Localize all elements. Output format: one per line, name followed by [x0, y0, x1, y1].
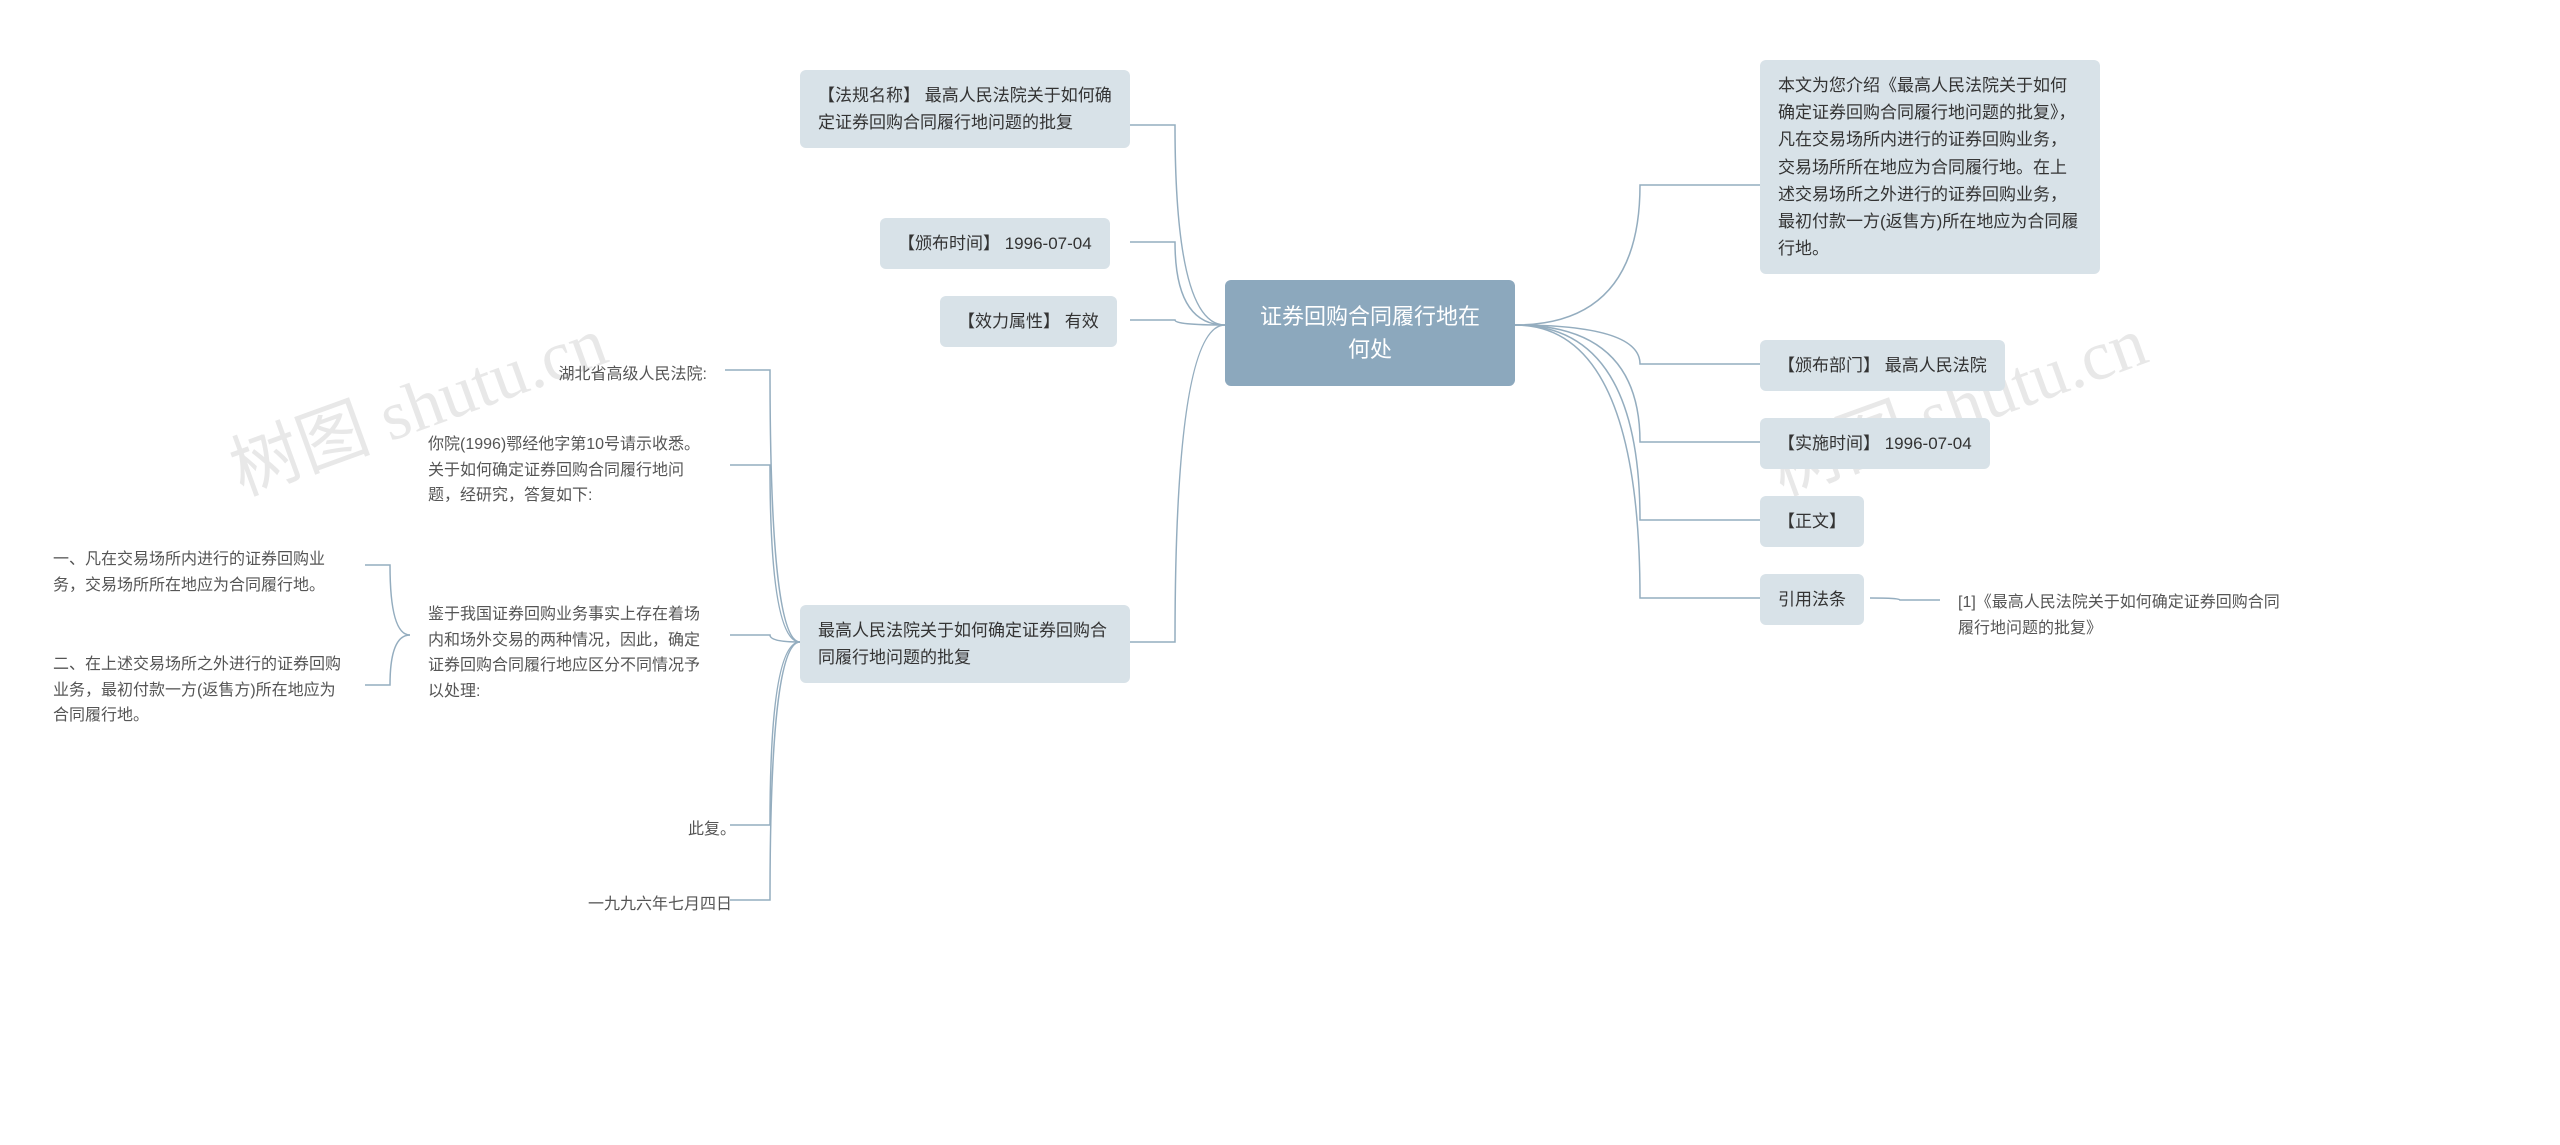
- situation-node: 鉴于我国证券回购业务事实上存在着场内和场外交易的两种情况，因此，确定证券回购合同…: [410, 590, 730, 716]
- dept-node[interactable]: 【颁布部门】 最高人民法院: [1760, 340, 2005, 391]
- reg-name-node[interactable]: 【法规名称】 最高人民法院关于如何确定证券回购合同履行地问题的批复: [800, 70, 1130, 148]
- ack-node: 你院(1996)鄂经他字第10号请示收悉。关于如何确定证券回购合同履行地问题，经…: [410, 420, 730, 521]
- mindmap-container: 树图 shutu.cn 树图 shutu.cn 证券回购合同履行地在何处 本文为…: [0, 0, 2560, 1145]
- intro-node[interactable]: 本文为您介绍《最高人民法院关于如何确定证券回购合同履行地问题的批复》，凡在交易场…: [1760, 60, 2100, 274]
- reply-title-node[interactable]: 最高人民法院关于如何确定证券回购合同履行地问题的批复: [800, 605, 1130, 683]
- watermark-right: 树图 shutu.cn: [1755, 286, 2159, 515]
- main-text-node[interactable]: 【正文】: [1760, 496, 1864, 547]
- closing-node: 此复。: [670, 805, 754, 855]
- para2-node: 二、在上述交易场所之外进行的证券回购业务，最初付款一方(返售方)所在地应为合同履…: [35, 640, 365, 741]
- ref-law-node[interactable]: 引用法条: [1760, 574, 1864, 625]
- root-node[interactable]: 证券回购合同履行地在何处: [1225, 280, 1515, 386]
- connectors-svg: [0, 0, 2560, 1145]
- impl-date-node[interactable]: 【实施时间】 1996-07-04: [1760, 418, 1990, 469]
- para1-node: 一、凡在交易场所内进行的证券回购业务，交易场所所在地应为合同履行地。: [35, 535, 365, 610]
- validity-node[interactable]: 【效力属性】 有效: [940, 296, 1117, 347]
- ref-law-detail: [1]《最高人民法院关于如何确定证券回购合同履行地问题的批复》: [1940, 578, 2300, 653]
- court-node: 湖北省高级人民法院:: [525, 350, 725, 400]
- issue-date-node[interactable]: 【颁布时间】 1996-07-04: [880, 218, 1110, 269]
- date-node: 一九九六年七月四日: [570, 880, 750, 930]
